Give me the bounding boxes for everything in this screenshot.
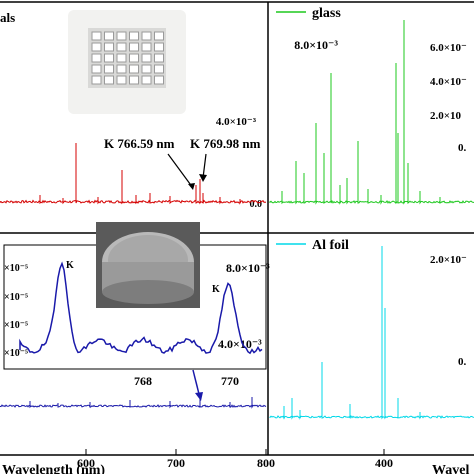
- bl-inset-k1: K: [66, 260, 74, 271]
- tray-cell: [129, 64, 139, 74]
- tr-tick-2: 2.0×10: [430, 110, 462, 122]
- panel-bottom-left: ×10⁻⁵ ×10⁻⁵ ×10⁻⁵ ×10⁻⁵ K K 768 770 8.0×…: [0, 222, 275, 474]
- tray-cell: [154, 64, 164, 74]
- tray-cell: [141, 42, 152, 52]
- tl-annotation-2: K 769.98 nm: [190, 136, 261, 151]
- bl-right-tick-8: 8.0×10⁻³: [226, 261, 270, 275]
- bl-x-tick-600: 600: [77, 456, 95, 470]
- tray-cell: [154, 42, 164, 52]
- panel-bottom-right: Al foil 2.0×10⁻ 0. 400 Wavel: [269, 238, 474, 474]
- bl-spectrum-line: [0, 397, 267, 409]
- tl-legend: als: [0, 10, 15, 25]
- tray-cell: [141, 75, 152, 85]
- br-x-tick-400: 400: [375, 456, 393, 470]
- bl-inset-x-768: 768: [134, 374, 152, 388]
- tray-cell: [104, 53, 114, 63]
- tr-legend: glass: [312, 6, 341, 21]
- tray-cell: [129, 31, 139, 41]
- tl-arrowhead-1: [188, 183, 195, 190]
- tl-spectrum-line: [0, 143, 267, 205]
- tr-tick-6: 6.0×10⁻: [430, 42, 467, 54]
- br-spectrum-line: [269, 246, 474, 420]
- tray-cell: [91, 75, 102, 85]
- bl-inset-y3: ×10⁻⁵: [4, 320, 28, 331]
- bl-pointer-arrowhead: [195, 392, 203, 401]
- tray-cell: [91, 42, 102, 52]
- tray-cell: [154, 75, 164, 85]
- tray-cell: [129, 42, 139, 52]
- tl-arrowhead-2: [199, 174, 207, 182]
- bl-x-axis-ticks: [85, 449, 267, 455]
- tr-spectrum-line: [269, 20, 474, 205]
- tray-cell: [104, 75, 114, 85]
- tl-tick-4: 4.0×10⁻³: [216, 116, 257, 128]
- tr-tick-0: 0.: [458, 142, 467, 154]
- tray-cell: [104, 42, 114, 52]
- tray-cell: [104, 64, 114, 74]
- tl-arrow-1: [167, 153, 194, 189]
- tray-cell: [91, 31, 102, 41]
- bl-inset-y1: ×10⁻⁵: [4, 263, 28, 274]
- bl-inset-y4: ×10⁻⁵: [4, 348, 28, 359]
- tray-cell: [141, 31, 152, 41]
- br-x-axis-label: Wavel: [432, 463, 469, 474]
- tl-arrow-2: [202, 153, 207, 179]
- bl-inset-k2: K: [212, 284, 220, 295]
- sample-tray-photo: [68, 10, 186, 114]
- tray-cell: [116, 31, 127, 41]
- tray-cell: [141, 53, 152, 63]
- br-legend: Al foil: [312, 238, 349, 253]
- bl-inset-x-770: 770: [221, 374, 239, 388]
- bl-inset-y2: ×10⁻⁵: [4, 292, 28, 303]
- tray-cell: [154, 53, 164, 63]
- tray-cell: [91, 53, 102, 63]
- bl-x-tick-800: 800: [257, 456, 275, 470]
- tray-cell: [116, 42, 127, 52]
- bl-inset-spectrum-line: [19, 261, 263, 355]
- tray-cell: [154, 31, 164, 41]
- tl-tick-0: 0.0: [250, 199, 263, 210]
- panel-top-right: glass 8.0×10⁻³ 6.0×10⁻ 4.0×10⁻ 2.0×10 0.: [269, 6, 474, 205]
- tray-cell: [129, 53, 139, 63]
- bl-right-tick-4: 4.0×10⁻³: [218, 337, 262, 351]
- tr-tick-8: 8.0×10⁻³: [294, 38, 338, 52]
- bl-x-tick-700: 700: [167, 456, 185, 470]
- panel-frames: [0, 1, 474, 456]
- tl-annotation-1: K 766.59 nm: [104, 136, 175, 151]
- tray-cell: [116, 64, 127, 74]
- tray-cell: [116, 75, 127, 85]
- al-disk-photo: [96, 222, 200, 308]
- br-tick-2: 2.0×10⁻: [430, 254, 467, 266]
- br-tick-0: 0.: [458, 356, 467, 368]
- tray-cell: [141, 64, 152, 74]
- tray-cell: [129, 75, 139, 85]
- tr-tick-4: 4.0×10⁻: [430, 76, 467, 88]
- tray-cell: [116, 53, 127, 63]
- panel-top-left: als 4.0×10⁻³ 0.0 K 766.59 nm K 769.98 nm: [0, 10, 267, 210]
- bl-x-axis-label: Wavelength (nm): [2, 463, 105, 474]
- tray-cell: [104, 31, 114, 41]
- tray-cell: [91, 64, 102, 74]
